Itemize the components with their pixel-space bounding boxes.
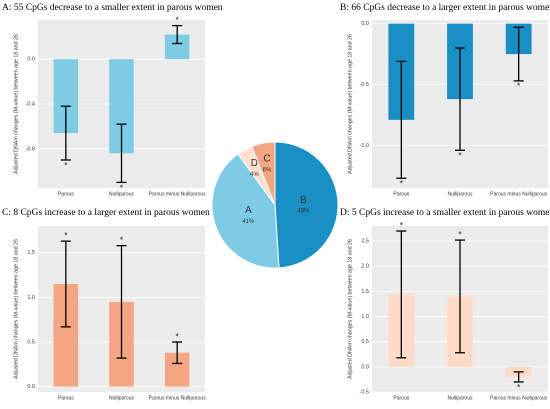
significance-label: * [120,235,124,245]
y-tick-label: -0.5 [360,82,369,88]
slice-letter: B [300,195,307,206]
y-axis-label: Adjusted DNAm changes (M-value) between … [347,34,353,174]
slice-letter: D [251,158,258,169]
error-bar [116,123,127,184]
significance-label: * [64,160,68,170]
panel-title: A: 55 CpGs decrease to a smaller extent … [2,3,223,13]
x-tick-label: Parous minus Nulliparous [490,191,547,197]
y-tick-label: -1.0 [360,143,369,149]
significance-label: * [458,229,462,239]
pie-slice [274,141,339,269]
error-bar [455,47,465,151]
slice-percent: 6% [263,167,272,173]
panel-title: D: 5 CpGs increase to a smaller extent i… [340,208,550,218]
significance-label: * [517,382,521,392]
error-bar [396,230,407,359]
y-tick-label: 2.5 [361,239,369,245]
slice-letter: C [263,154,270,165]
x-tick-label: Parous [58,395,74,401]
slice-percent: 4% [250,172,259,178]
x-tick-label: Parous [393,191,409,197]
significance-label: * [64,231,68,241]
y-tick-label: 2.0 [361,264,369,270]
error-bar [513,371,524,383]
y-axis-label: Adjusted DNAm changes (M-value) between … [13,34,19,174]
y-tick-label: 1.0 [27,295,35,301]
pie-slice [251,141,276,206]
error-bar [60,240,71,328]
y-tick-label: -0.4 [26,101,35,107]
significance-label: * [517,81,521,91]
error-bar [60,105,71,161]
x-tick-label: Parous [58,191,74,197]
slice-letter: A [245,205,252,216]
y-tick-label: 1.5 [361,289,369,295]
pie-slice [211,153,280,269]
significance-label: * [400,220,404,230]
y-axis-label: Adjusted DNAm changes (M-value) between … [13,239,19,379]
y-tick-label: 1.0 [361,314,369,320]
significance-label: * [175,331,179,341]
y-tick-label: 1.5 [27,250,35,256]
panel-title: B: 66 CpGs decrease to a larger extent i… [340,3,550,13]
error-bar [116,244,127,359]
x-tick-label: Parous [393,395,409,401]
y-axis-label: Adjusted DNAm changes (M-value) between … [347,239,353,379]
significance-label: * [458,151,462,161]
error-bar [513,26,524,82]
slice-percent: 41% [242,219,255,225]
x-tick-label: Parous minus Nulliparous [490,395,547,401]
y-tick-label: 0.0 [27,57,35,63]
x-tick-label: Nulliparous [447,395,473,401]
significance-label: * [120,183,124,193]
x-tick-label: Parous minus Nulliparous [149,395,206,401]
x-tick-label: Nulliparous [109,191,135,197]
x-tick-label: Nulliparous [447,191,473,197]
y-tick-label: 0.5 [27,339,35,345]
y-tick-label: -0.5 [360,389,369,395]
x-tick-label: Nulliparous [109,395,135,401]
y-tick-label: 0.0 [361,364,369,370]
significance-label: * [175,15,179,25]
y-tick-label: 0.5 [361,339,369,345]
significance-label: * [400,179,404,189]
error-bar [396,60,407,179]
error-bar [172,341,183,365]
y-tick-label: 0.0 [27,384,35,390]
y-tick-label: -0.8 [26,146,35,152]
panel-title: C: 8 CpGs increase to a larger extent in… [2,208,210,218]
error-bar [455,239,465,354]
x-tick-label: Parous minus Nulliparous [149,191,206,197]
y-tick-label: 0.0 [361,21,369,27]
error-bar [172,24,183,45]
slice-percent: 49% [297,209,310,215]
